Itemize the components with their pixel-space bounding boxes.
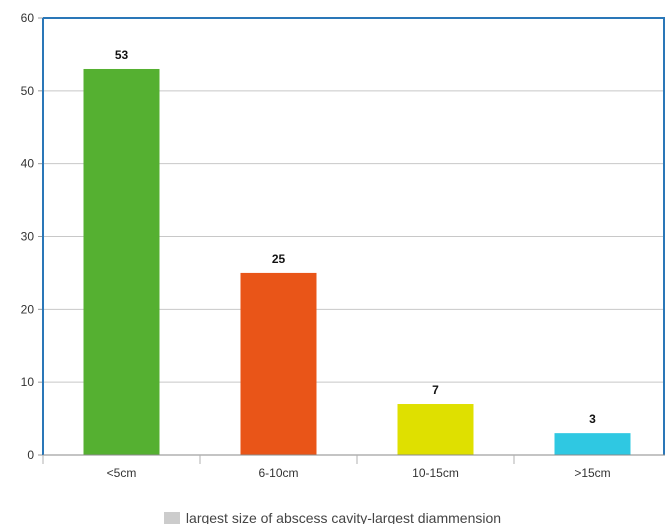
bar [397,404,474,455]
x-tick-label: <5cm [107,466,137,480]
legend-swatch [163,512,180,524]
y-tick-label: 40 [21,157,35,171]
data-label: 53 [115,48,129,62]
data-label: 7 [432,383,439,397]
bar [240,272,317,455]
y-tick-label: 20 [21,302,35,316]
data-label: 3 [589,412,596,426]
bar [83,68,160,455]
legend-label: largest size of abscess cavity-largest d… [185,510,502,524]
x-tick-label: 6-10cm [258,466,298,480]
y-tick-label: 10 [21,375,35,389]
y-tick-label: 50 [21,84,35,98]
x-tick-label: >15cm [574,466,610,480]
y-tick-label: 60 [21,11,35,25]
x-tick-label: 10-15cm [412,466,459,480]
bar [554,433,631,455]
legend: largest size of abscess cavity-largest d… [0,510,665,524]
y-tick-label: 30 [21,230,35,244]
bar-chart: 0 10 20 30 40 50 60 53 <5cm 25 6-10cm 7 10-15cm 3 >15c… [21,11,665,480]
data-label: 25 [272,252,286,266]
bars [83,68,631,455]
labels: 0 10 20 30 40 50 60 53 <5cm 25 6-10cm 7 10-15cm 3 >15c… [21,11,611,480]
y-tick-label: 0 [27,448,34,462]
axes [38,17,665,464]
